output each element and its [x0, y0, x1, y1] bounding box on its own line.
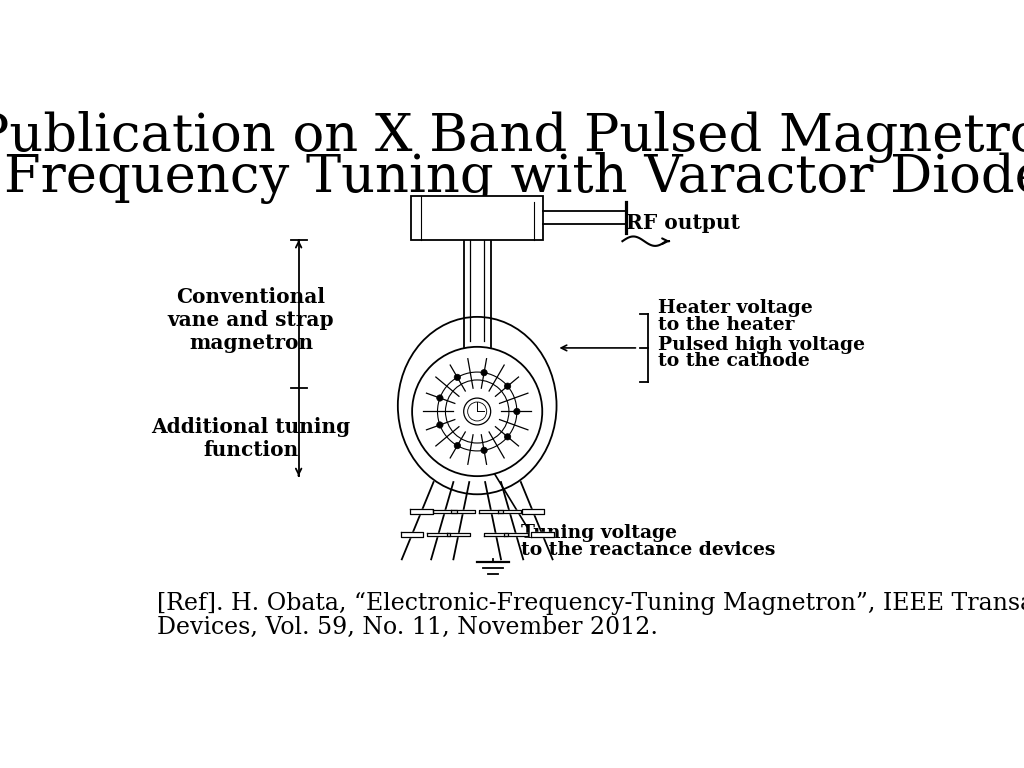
Ellipse shape — [436, 422, 443, 428]
Text: to the reactance devices: to the reactance devices — [521, 541, 775, 559]
Text: Additional tuning
function: Additional tuning function — [152, 416, 350, 460]
Polygon shape — [400, 532, 423, 537]
Text: Devices, Vol. 59, No. 11, November 2012.: Devices, Vol. 59, No. 11, November 2012. — [158, 616, 658, 639]
Polygon shape — [531, 532, 554, 537]
Polygon shape — [498, 509, 521, 513]
Ellipse shape — [455, 374, 461, 380]
Polygon shape — [505, 533, 527, 537]
Ellipse shape — [455, 442, 461, 449]
Polygon shape — [427, 533, 450, 537]
Text: RF output: RF output — [627, 214, 740, 233]
Text: Heater voltage: Heater voltage — [658, 299, 813, 317]
Ellipse shape — [464, 398, 490, 425]
Text: Tuning voltage: Tuning voltage — [521, 524, 677, 541]
Ellipse shape — [412, 347, 543, 476]
Ellipse shape — [481, 447, 487, 453]
Text: Publication on X Band Pulsed Magnetron: Publication on X Band Pulsed Magnetron — [0, 111, 1024, 163]
Ellipse shape — [436, 395, 443, 401]
Polygon shape — [410, 509, 433, 514]
Polygon shape — [484, 533, 508, 536]
Text: to the cathode: to the cathode — [658, 353, 810, 370]
Text: [Ref]. H. Obata, “Electronic-Frequency-Tuning Magnetron”, IEEE Transactions on E: [Ref]. H. Obata, “Electronic-Frequency-T… — [158, 592, 1024, 615]
Text: Pulsed high voltage: Pulsed high voltage — [658, 336, 865, 354]
Bar — [412, 196, 543, 240]
Text: Conventional
vane and strap
magnetron: Conventional vane and strap magnetron — [168, 286, 334, 353]
Polygon shape — [446, 533, 470, 536]
Ellipse shape — [505, 434, 511, 440]
Ellipse shape — [481, 369, 487, 376]
Polygon shape — [452, 510, 475, 513]
Polygon shape — [433, 509, 457, 513]
Polygon shape — [521, 509, 545, 514]
Polygon shape — [479, 510, 503, 513]
Text: to the heater: to the heater — [658, 316, 795, 333]
Ellipse shape — [505, 383, 511, 389]
Ellipse shape — [514, 409, 520, 415]
Text: Frequency Tuning with Varactor Diode: Frequency Tuning with Varactor Diode — [4, 152, 1024, 204]
